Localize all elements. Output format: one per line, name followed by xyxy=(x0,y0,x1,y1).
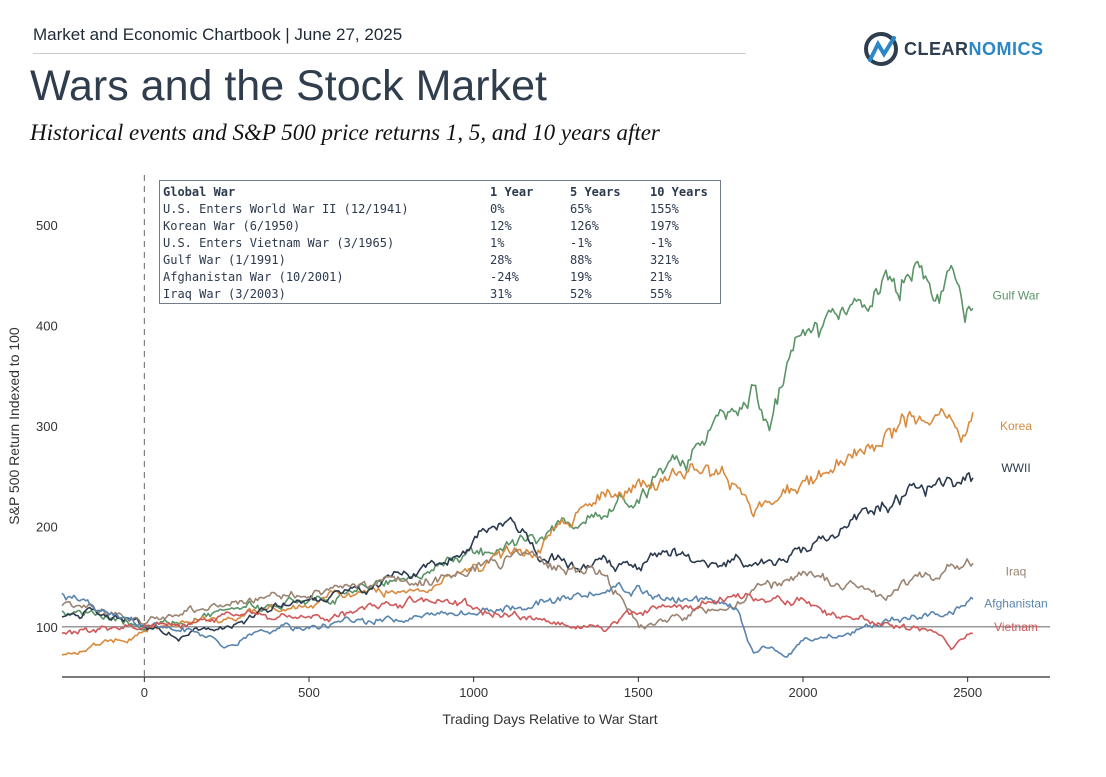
table-cell: 28% xyxy=(490,253,512,267)
x-tick-label: 1000 xyxy=(459,685,488,700)
table-cell: 19% xyxy=(570,270,592,284)
series-label: Afghanistan xyxy=(984,597,1047,611)
table-cell: Korean War (6/1950) xyxy=(163,219,301,233)
table-cell: 12% xyxy=(490,219,512,233)
x-tick-label: 0 xyxy=(141,685,148,700)
kicker-divider xyxy=(33,53,746,54)
table-cell: 31% xyxy=(490,287,512,301)
table-header-row: Global War 1 Year 5 Years 10 Years xyxy=(163,184,720,201)
table-cell: 88% xyxy=(570,253,592,267)
page-title: Wars and the Stock Market xyxy=(30,62,547,110)
series-label: WWII xyxy=(1001,461,1030,475)
x-tick-label: 1500 xyxy=(624,685,653,700)
y-tick-label: 500 xyxy=(36,218,58,233)
x-tick-label: 2000 xyxy=(789,685,818,700)
table-cell: 65% xyxy=(570,202,592,216)
table-cell: Iraq War (3/2003) xyxy=(163,287,286,301)
series-line-iraq xyxy=(61,548,974,630)
table-header-cell: Global War xyxy=(163,185,236,199)
table-cell: -24% xyxy=(490,270,519,284)
series-line-wwii xyxy=(61,471,974,642)
x-tick-label: 500 xyxy=(298,685,320,700)
table-cell: 1% xyxy=(490,236,505,250)
table-cell: U.S. Enters World War II (12/1941) xyxy=(163,202,409,216)
y-tick-label: 400 xyxy=(36,319,58,334)
table-header-cell: 10 Years xyxy=(650,185,708,199)
table-row: Afghanistan War (10/2001) -24% 19% 21% xyxy=(163,269,720,286)
table-cell: 197% xyxy=(650,219,679,233)
series-label: Korea xyxy=(1000,419,1032,433)
table-cell: U.S. Enters Vietnam War (3/1965) xyxy=(163,236,395,250)
table-cell: 0% xyxy=(490,202,505,216)
y-tick-label: 200 xyxy=(36,519,58,534)
table-row: Iraq War (3/2003) 31% 52% 55% xyxy=(163,286,720,303)
table-cell: Gulf War (1/1991) xyxy=(163,253,286,267)
table-cell: 155% xyxy=(650,202,679,216)
table-cell: 321% xyxy=(650,253,679,267)
table-header-cell: 1 Year xyxy=(490,185,534,199)
clearnomics-logo: CLEARNOMICS xyxy=(864,32,1044,66)
table-cell: 21% xyxy=(650,270,672,284)
table-cell: 55% xyxy=(650,287,672,301)
logo-text-clear: CLEAR xyxy=(904,38,969,59)
logo-text-nomics: NOMICS xyxy=(968,38,1044,59)
table-row: U.S. Enters Vietnam War (3/1965) 1% -1% … xyxy=(163,235,720,252)
series-line-afghanistan xyxy=(61,581,974,658)
x-tick-label: 2500 xyxy=(953,685,982,700)
table-row: U.S. Enters World War II (12/1941) 0% 65… xyxy=(163,201,720,218)
chartbook-kicker: Market and Economic Chartbook | June 27,… xyxy=(33,25,403,44)
series-label: Iraq xyxy=(1006,565,1027,579)
table-cell: -1% xyxy=(570,236,592,250)
table-row: Gulf War (1/1991) 28% 88% 321% xyxy=(163,252,720,269)
table-cell: -1% xyxy=(650,236,672,250)
clearnomics-logo-icon xyxy=(864,32,898,66)
page-subtitle: Historical events and S&P 500 price retu… xyxy=(30,120,660,145)
war-returns-table: Global War 1 Year 5 Years 10 Years U.S. … xyxy=(159,180,721,304)
y-axis-label: S&P 500 Return Indexed to 100 xyxy=(6,327,22,525)
table-cell: 126% xyxy=(570,219,599,233)
series-line-gulf-war xyxy=(61,260,974,631)
table-header-cell: 5 Years xyxy=(570,185,621,199)
table-cell: Afghanistan War (10/2001) xyxy=(163,270,344,284)
x-axis-label: Trading Days Relative to War Start xyxy=(442,711,657,727)
table-row: Korean War (6/1950) 12% 126% 197% xyxy=(163,218,720,235)
table-cell: 52% xyxy=(570,287,592,301)
y-tick-label: 100 xyxy=(36,620,58,635)
series-label: Vietnam xyxy=(994,620,1038,634)
series-label: Gulf War xyxy=(993,288,1040,302)
y-tick-label: 300 xyxy=(36,419,58,434)
series-line-vietnam xyxy=(61,592,974,651)
